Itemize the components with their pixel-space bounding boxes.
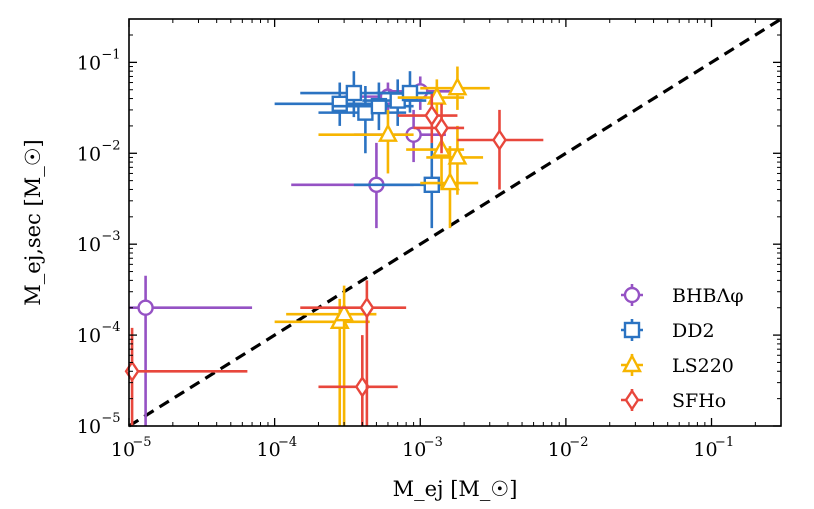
legend-marker (623, 321, 641, 339)
x-axis-label: M_ej [M_☉] (393, 477, 518, 501)
x-tick-label: 10 (257, 439, 281, 461)
data-point (447, 76, 468, 96)
data-point (331, 95, 348, 113)
axis-labels: 10−5 10−4 10−3 10−2 10−110−510−410−310−210−1… (21, 47, 734, 501)
data-point (377, 123, 398, 142)
data-point (345, 84, 363, 102)
reference-line (128, 17, 782, 428)
legend-item: DD2 (621, 319, 715, 342)
y-tick-exponent: −4 (101, 320, 120, 335)
data-point (434, 116, 449, 140)
x-tick-exponent: −3 (424, 435, 443, 450)
data-point (359, 296, 375, 319)
legend-item: SFHo (621, 388, 726, 412)
y-tick-label: 10 (77, 416, 101, 438)
y-tick-label: 10 (77, 234, 101, 256)
data-point (424, 104, 440, 127)
legend-marker (623, 286, 641, 304)
legend-label: SFHo (672, 390, 726, 412)
x-tick-label: 10 (548, 439, 572, 461)
x-tick-label: 10 (402, 439, 426, 461)
legend-label: LS220 (672, 355, 734, 377)
y-tick-exponent: −2 (101, 138, 120, 153)
y-axis-label: M_ej,sec [M_☉] (21, 139, 45, 305)
data-point (492, 128, 507, 152)
series-2 (274, 66, 490, 426)
data-point (447, 145, 468, 165)
data-point (137, 299, 154, 316)
data-point (334, 302, 355, 322)
data-point (357, 104, 374, 121)
reference-line-layer (128, 17, 782, 428)
data-point (439, 171, 460, 191)
data-point (370, 97, 388, 115)
x-tick-exponent: −5 (132, 435, 151, 450)
plot-frame (128, 18, 782, 427)
x-tick-label: 10 (693, 439, 717, 461)
y-tick-exponent: −1 (101, 47, 120, 62)
ticks-layer (128, 19, 781, 427)
legend-marker (624, 388, 640, 412)
legend-item: LS220 (621, 353, 734, 377)
series-3 (124, 93, 544, 426)
series-layer (124, 66, 544, 426)
x-tick-exponent: −4 (278, 435, 297, 450)
y-tick-label: 10 (77, 325, 101, 347)
legend-label: DD2 (672, 320, 715, 342)
series-1 (274, 71, 450, 229)
y-tick-label: 10 (77, 52, 101, 74)
legend-marker (622, 353, 642, 373)
x-tick-exponent: −1 (715, 435, 734, 450)
legend: BHBΛφ DD2 LS220 SFHo (621, 284, 744, 412)
legend-item: BHBΛφ (621, 284, 744, 307)
y-tick-label: 10 (77, 143, 101, 165)
x-tick-label: 10 (111, 439, 135, 461)
legend-label: BHBΛφ (672, 285, 744, 307)
data-point (423, 176, 440, 194)
y-tick-exponent: −5 (101, 411, 120, 426)
x-tick-exponent: −2 (569, 435, 588, 450)
series-0 (129, 76, 450, 426)
y-tick-exponent: −3 (101, 229, 120, 244)
